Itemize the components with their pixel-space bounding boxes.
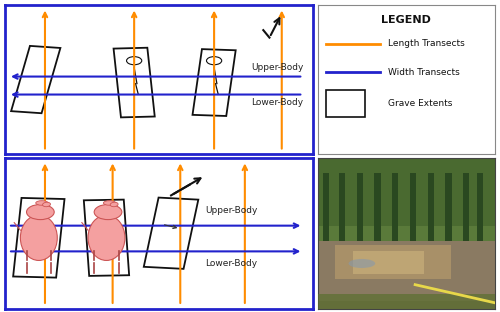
Bar: [356, 173, 363, 241]
Text: Upper-Body: Upper-Body: [251, 63, 304, 72]
Bar: [392, 173, 398, 241]
Ellipse shape: [88, 215, 125, 261]
Bar: [353, 251, 424, 274]
Bar: [446, 173, 452, 241]
Text: Grave Extents: Grave Extents: [388, 99, 453, 108]
Bar: [335, 245, 450, 279]
Text: LEGEND: LEGEND: [382, 15, 431, 25]
Bar: [318, 158, 495, 226]
Bar: [318, 158, 495, 241]
Text: Lower-Body: Lower-Body: [205, 259, 257, 268]
Ellipse shape: [20, 215, 58, 261]
Bar: [318, 241, 495, 309]
Bar: [318, 294, 495, 309]
Ellipse shape: [42, 202, 50, 207]
Bar: [463, 173, 469, 241]
Ellipse shape: [110, 202, 118, 207]
Text: Width Transects: Width Transects: [388, 68, 460, 76]
Bar: [326, 90, 366, 117]
Text: Upper-Body: Upper-Body: [205, 206, 257, 215]
Bar: [374, 173, 380, 241]
Bar: [318, 241, 495, 301]
Bar: [428, 173, 434, 241]
Bar: [318, 226, 495, 248]
Text: Lower-Body: Lower-Body: [251, 98, 303, 106]
Ellipse shape: [94, 204, 122, 220]
Bar: [339, 173, 345, 241]
Text: Length Transects: Length Transects: [388, 39, 465, 48]
Bar: [410, 173, 416, 241]
Ellipse shape: [26, 204, 54, 220]
Ellipse shape: [104, 201, 116, 205]
Bar: [323, 173, 329, 241]
Bar: [477, 173, 484, 241]
Ellipse shape: [348, 259, 375, 268]
Ellipse shape: [36, 201, 48, 205]
